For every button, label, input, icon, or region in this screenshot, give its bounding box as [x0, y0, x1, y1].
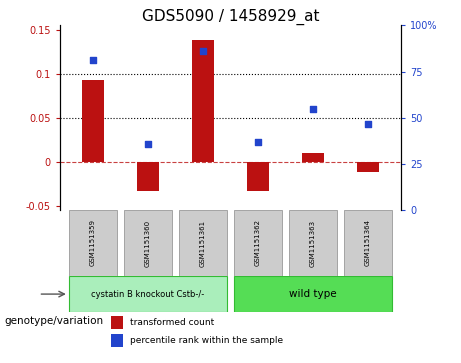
Bar: [124, 210, 172, 276]
Bar: [69, 276, 227, 312]
Bar: [357, 162, 379, 172]
Bar: [69, 210, 117, 276]
Bar: [192, 40, 214, 162]
Point: [309, 106, 317, 112]
Bar: [247, 162, 269, 191]
Bar: [179, 210, 227, 276]
Text: GSM1151362: GSM1151362: [255, 220, 261, 266]
Bar: [111, 316, 123, 329]
Text: wild type: wild type: [289, 289, 337, 299]
Bar: [289, 210, 337, 276]
Bar: [234, 210, 282, 276]
Point: [364, 121, 372, 127]
Text: GSM1151361: GSM1151361: [200, 219, 206, 266]
Bar: [302, 153, 324, 162]
Text: percentile rank within the sample: percentile rank within the sample: [130, 336, 283, 345]
Text: genotype/variation: genotype/variation: [5, 316, 104, 326]
Point: [144, 141, 152, 147]
Bar: [82, 80, 104, 162]
Point: [254, 139, 262, 145]
Bar: [234, 276, 392, 312]
Text: GSM1151360: GSM1151360: [145, 219, 151, 266]
Title: GDS5090 / 1458929_at: GDS5090 / 1458929_at: [142, 9, 319, 25]
Text: GSM1151363: GSM1151363: [310, 219, 316, 266]
Text: GSM1151359: GSM1151359: [90, 220, 96, 266]
Bar: [137, 162, 159, 191]
Text: cystatin B knockout Cstb-/-: cystatin B knockout Cstb-/-: [91, 290, 205, 299]
Text: GSM1151364: GSM1151364: [365, 220, 371, 266]
Bar: [111, 334, 123, 347]
Point: [199, 48, 207, 54]
Bar: [344, 210, 392, 276]
Text: transformed count: transformed count: [130, 318, 214, 327]
Point: [89, 57, 97, 62]
